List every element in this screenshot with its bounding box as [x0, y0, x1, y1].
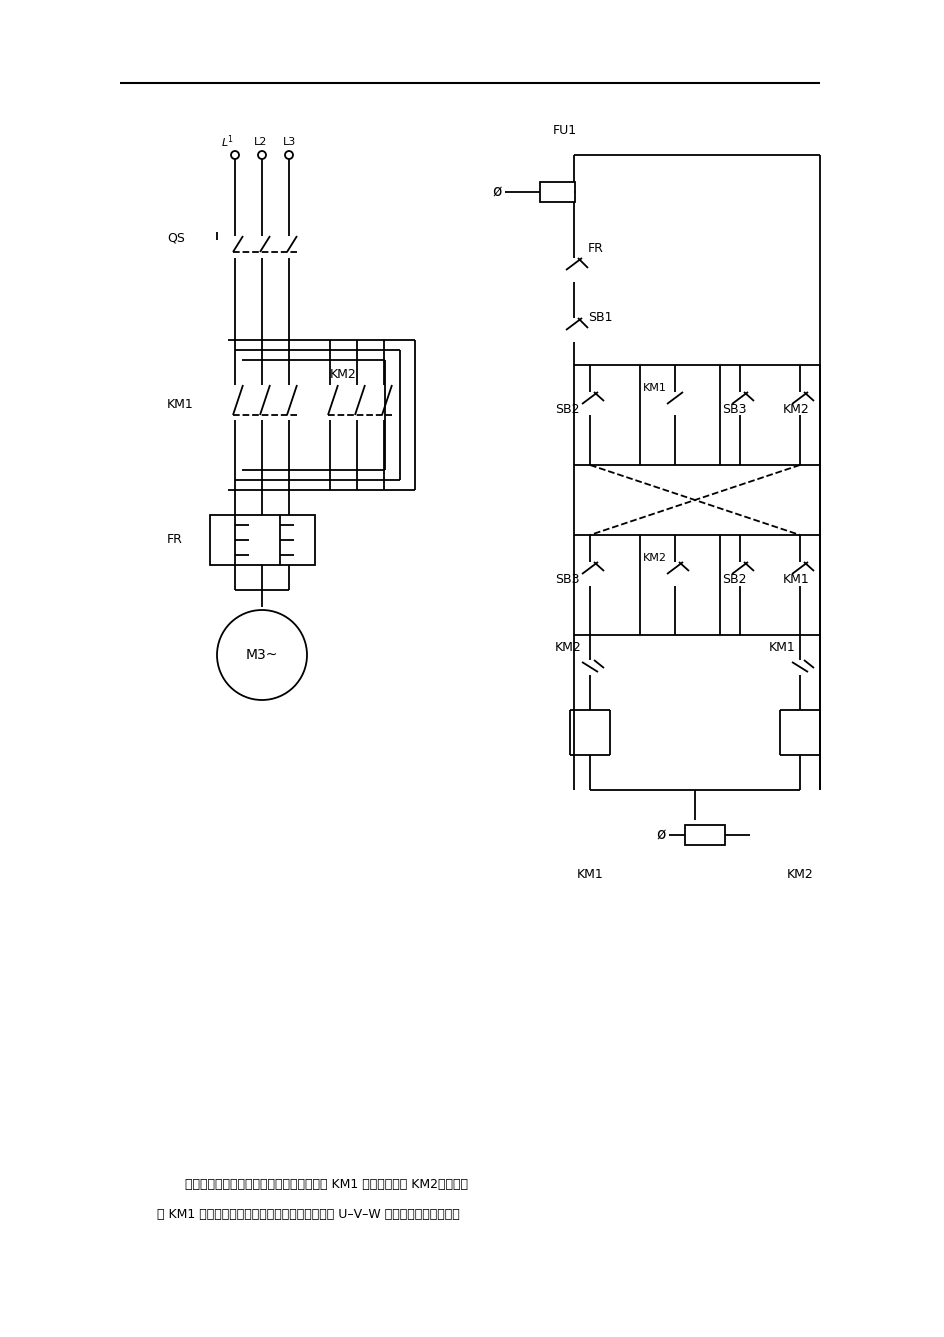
Bar — [539, 182, 574, 202]
Text: 图中主回路采用两个接触器，即正转接触器 KM1 和反转接触器 KM2。当接触: 图中主回路采用两个接触器，即正转接触器 KM1 和反转接触器 KM2。当接触 — [185, 1178, 467, 1191]
Text: KM1: KM1 — [167, 398, 194, 412]
Text: SB2: SB2 — [554, 404, 579, 417]
Text: SB3: SB3 — [554, 574, 579, 587]
Text: SB2: SB2 — [721, 574, 746, 587]
Text: KM1: KM1 — [642, 382, 666, 393]
Text: L2: L2 — [254, 136, 267, 147]
Text: L3: L3 — [282, 136, 295, 147]
Text: FU1: FU1 — [552, 123, 577, 136]
Text: QS: QS — [167, 231, 185, 245]
Text: $L^1$: $L^1$ — [221, 134, 234, 150]
Text: KM2: KM2 — [785, 869, 813, 881]
Text: M3~: M3~ — [245, 648, 278, 662]
Text: SB1: SB1 — [587, 312, 612, 325]
Text: 器 KM1 的三对主触头接通时，三相电源的相序按 U–V–W 接入电动机。当接触器: 器 KM1 的三对主触头接通时，三相电源的相序按 U–V–W 接入电动机。当接触… — [157, 1209, 460, 1222]
Text: FR: FR — [167, 533, 183, 547]
Bar — [684, 825, 724, 845]
Text: KM1: KM1 — [576, 869, 602, 881]
Text: KM1: KM1 — [768, 642, 795, 655]
Text: KM2: KM2 — [642, 554, 666, 563]
Text: ø: ø — [656, 828, 665, 842]
Text: ø: ø — [492, 185, 501, 199]
Text: KM2: KM2 — [329, 369, 357, 381]
Text: KM1: KM1 — [783, 574, 809, 587]
Bar — [210, 515, 314, 566]
Text: KM2: KM2 — [554, 642, 582, 655]
Text: SB3: SB3 — [721, 404, 746, 417]
Text: FR: FR — [587, 242, 603, 254]
Text: KM2: KM2 — [783, 404, 809, 417]
